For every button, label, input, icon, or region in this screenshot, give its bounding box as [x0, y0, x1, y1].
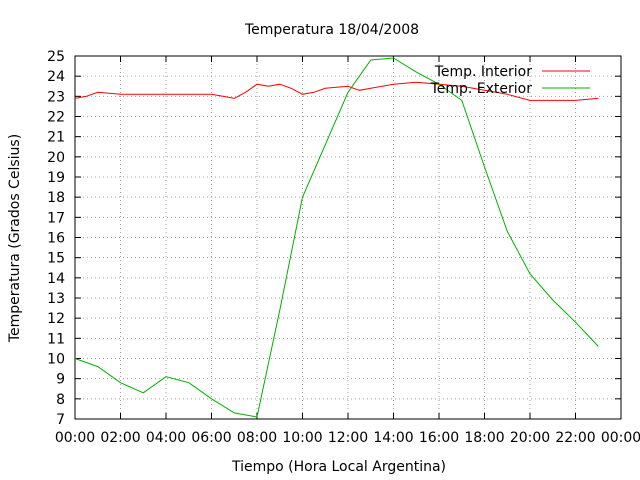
y-tick-label: 14	[47, 271, 65, 287]
x-tick-label: 22:00	[555, 430, 595, 446]
series-line-temp-interior	[74, 81, 599, 101]
y-tick-label: 9	[56, 372, 65, 388]
y-tick-label: 12	[47, 311, 65, 327]
x-tick-label: 02:00	[100, 430, 140, 446]
grid	[75, 56, 621, 419]
y-tick-label: 11	[47, 331, 65, 347]
x-tick-label: 14:00	[373, 430, 413, 446]
y-tick-label: 25	[47, 49, 65, 65]
y-tick-label: 22	[47, 110, 65, 126]
x-tick-label: 20:00	[510, 430, 550, 446]
x-tick-label: 18:00	[464, 430, 504, 446]
y-axis-label: Temperatura (Grados Celsius)	[7, 134, 23, 343]
y-tick-label: 10	[47, 352, 65, 368]
y-tick-label: 20	[47, 150, 65, 166]
y-tick-label: 7	[56, 412, 65, 428]
y-tick-label: 21	[47, 130, 65, 146]
y-tick-label: 15	[47, 251, 65, 267]
y-tick-label: 23	[47, 89, 65, 105]
x-tick-label: 00:00	[601, 430, 640, 446]
legend-label: Temp. Interior	[434, 64, 533, 80]
x-tick-label: 12:00	[328, 430, 368, 446]
y-tick-label: 18	[47, 190, 65, 206]
x-tick-label: 00:00	[55, 430, 95, 446]
x-tick-label: 08:00	[237, 430, 277, 446]
x-tick-label: 04:00	[146, 430, 186, 446]
chart-title: Temperatura 18/04/2008	[244, 22, 419, 38]
legend-label: Temp. Exterior	[430, 81, 533, 97]
series-lines	[74, 57, 599, 418]
series-line-temp-exterior	[74, 57, 599, 418]
y-tick-label: 24	[47, 69, 65, 85]
x-tick-label: 06:00	[191, 430, 231, 446]
axis-ticks: 7 8 9 10 11 12 13 14 15 16 17 18 19 20 21 22 23 24 25 00:00…	[47, 49, 640, 446]
x-axis-label: Tiempo (Hora Local Argentina)	[231, 459, 446, 475]
y-tick-label: 16	[47, 231, 65, 247]
y-tick-label: 17	[47, 210, 65, 226]
x-tick-label: 10:00	[282, 430, 322, 446]
y-tick-label: 19	[47, 170, 65, 186]
y-tick-label: 13	[47, 291, 65, 307]
y-tick-label: 8	[56, 392, 65, 408]
x-tick-label: 16:00	[419, 430, 459, 446]
